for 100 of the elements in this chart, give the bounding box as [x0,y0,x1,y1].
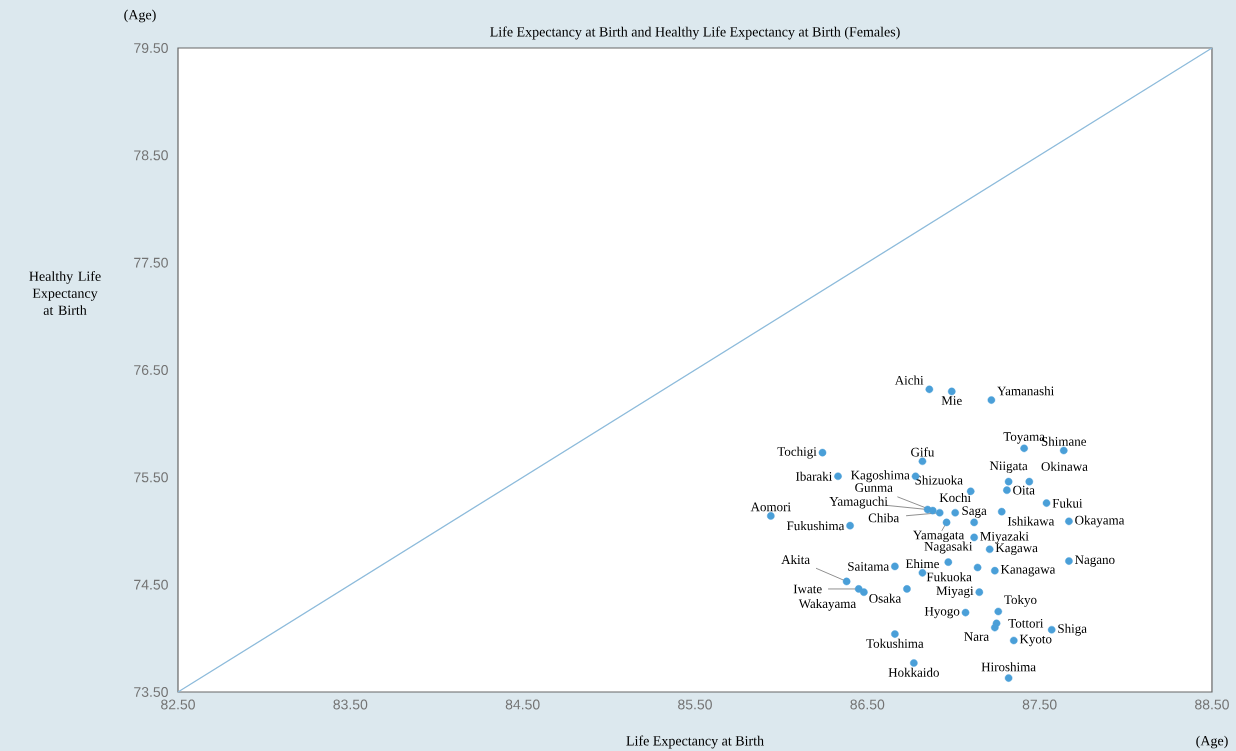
chart-title: Life Expectancy at Birth and Healthy Life Expectancy at Birth (Females) [490,26,900,40]
x-tick-label: 84.50 [505,699,540,710]
x-tick-label: 83.50 [333,699,368,710]
x-tick-label: 82.50 [161,699,195,710]
annotation: Kochi [939,492,971,503]
annotation: Okayama [1075,515,1125,528]
point [944,558,953,566]
annotation: Yamanashi [997,386,1055,396]
x-tick-label: 88.50 [1195,699,1229,710]
y-tick-label: 77.50 [134,257,168,268]
annotation: Hyogo [924,606,960,619]
point [951,508,959,517]
text: (Age) [1196,735,1228,749]
point [834,472,842,481]
point [860,588,868,596]
x-tick-label: 86.50 [850,699,885,710]
y-tick-label: 76.50 [134,365,168,375]
annotation: Chiba [868,513,900,523]
point [1003,486,1011,495]
point [1020,444,1028,453]
annotation: Nara [964,632,989,641]
point [767,512,775,520]
point [1059,446,1068,455]
annotation: Tochigi [777,446,817,459]
point [925,385,934,394]
point [1009,636,1018,645]
point [1065,557,1073,565]
y-tick-label: 75.50 [134,472,168,483]
point [818,448,827,457]
point [997,507,1006,516]
point [891,630,899,638]
annotation: Miyagi [936,586,974,598]
annotation: Yamaguchi [829,496,888,509]
y-tick-label: 78.50 [134,150,168,161]
point [910,659,918,667]
point [1042,499,1051,507]
point [891,562,899,571]
y-tick-label: 73.50 [134,687,168,697]
annotation: Mie [941,396,962,405]
point [918,569,927,577]
point [1004,674,1013,682]
point [1047,625,1056,634]
annotation: Kanagawa [1000,565,1056,577]
annotation: Tokushima [866,638,924,648]
annotation: Nagasaki [924,541,973,554]
annotation: Gunma [855,483,893,492]
annotation: Oita [1013,485,1035,495]
text: (Age) [124,9,156,23]
annotation: Tottori [1008,618,1044,628]
point [961,608,970,617]
annotation: Ehime [905,559,939,569]
point [846,521,854,530]
annotation: Gifu [911,447,935,457]
point [970,533,978,542]
point [970,518,978,527]
annotation: Miyazaki [980,531,1029,544]
annotation: Wakayama [798,598,856,611]
point [903,585,911,593]
annotation: Hokkaido [888,667,939,677]
point [991,623,999,632]
point [1065,517,1073,526]
annotation: Ibaraki [795,471,833,481]
annotation: Saga [962,506,987,518]
annotation: Okinawa [1041,461,1088,471]
point [987,396,996,404]
annotation: Kagoshima [851,470,910,483]
annotation: Aomori [750,502,791,512]
x-axis-title: Life Expectancy at Birth [626,735,764,749]
point [991,566,999,575]
annotation: Fukushima [786,521,845,531]
annotation: Fukui [1052,498,1083,508]
annotation: Aichi [894,375,924,385]
annotation: Shiga [1058,623,1087,636]
annotation: Tokyo [1004,594,1037,607]
annotation: Saitama [848,562,890,571]
annotation: Nagano [1075,555,1115,567]
annotation: Fukuoka [926,572,972,582]
point [928,506,937,515]
annotation: Niigata [989,461,1028,473]
point [1004,477,1013,486]
annotation: Osaka [869,593,902,603]
point [973,563,982,572]
y-tick-label: 79.50 [134,43,168,53]
annotation: Ishikawa [1007,516,1055,526]
point [994,607,1003,616]
point [842,577,851,586]
annotation: Hiroshima [981,662,1036,672]
point [985,545,994,554]
annotation: Akita [781,554,810,565]
point [975,588,984,596]
y-axis-title: Healthy Life Expectancy at Birth [29,270,101,315]
annotation: Kyoto [1019,634,1052,647]
x-tick-label: 85.50 [678,699,712,710]
point [942,518,951,527]
annotation: Kagawa [995,543,1038,555]
annotation: Shizuoka [915,475,963,485]
point [918,457,927,466]
point [947,387,956,396]
y-tick-label: 74.50 [134,579,168,590]
x-tick-label: 87.50 [1022,699,1057,710]
